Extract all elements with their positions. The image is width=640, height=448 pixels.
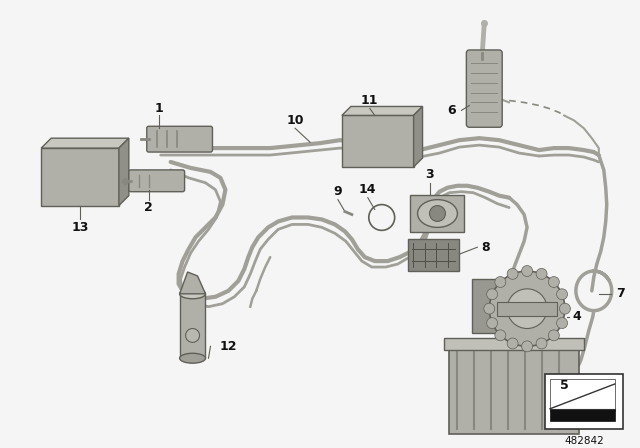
FancyBboxPatch shape xyxy=(147,126,212,152)
Circle shape xyxy=(548,276,559,288)
Polygon shape xyxy=(550,379,614,411)
Circle shape xyxy=(536,338,547,349)
Polygon shape xyxy=(413,107,422,167)
Ellipse shape xyxy=(180,289,205,299)
Text: 1: 1 xyxy=(154,102,163,115)
Circle shape xyxy=(486,318,498,328)
Text: 482842: 482842 xyxy=(564,435,604,445)
Circle shape xyxy=(429,206,445,221)
Polygon shape xyxy=(41,138,129,148)
Circle shape xyxy=(536,268,547,279)
Circle shape xyxy=(507,289,547,328)
Circle shape xyxy=(507,268,518,279)
Circle shape xyxy=(186,328,200,342)
Circle shape xyxy=(507,338,518,349)
Circle shape xyxy=(489,271,565,346)
Polygon shape xyxy=(119,138,129,206)
Text: 9: 9 xyxy=(333,185,342,198)
Circle shape xyxy=(495,276,506,288)
Text: 12: 12 xyxy=(220,340,237,353)
Bar xyxy=(545,374,623,429)
Text: 10: 10 xyxy=(286,114,304,127)
Circle shape xyxy=(548,330,559,341)
FancyBboxPatch shape xyxy=(467,50,502,127)
Circle shape xyxy=(522,266,532,276)
Text: 8: 8 xyxy=(481,241,490,254)
Text: 3: 3 xyxy=(425,168,434,181)
Polygon shape xyxy=(180,272,205,294)
Circle shape xyxy=(559,303,570,314)
Bar xyxy=(444,338,584,350)
Bar xyxy=(410,195,465,233)
Ellipse shape xyxy=(180,353,205,363)
Text: 14: 14 xyxy=(359,183,376,196)
Text: 4: 4 xyxy=(573,310,581,323)
Bar xyxy=(180,294,205,358)
Polygon shape xyxy=(550,409,614,421)
Bar xyxy=(497,302,557,315)
Polygon shape xyxy=(342,107,422,116)
Bar xyxy=(342,116,413,167)
Circle shape xyxy=(495,330,506,341)
Ellipse shape xyxy=(417,200,458,228)
Text: 13: 13 xyxy=(71,221,89,234)
Text: 11: 11 xyxy=(361,94,378,107)
Bar xyxy=(449,346,579,434)
Bar xyxy=(408,239,460,271)
Circle shape xyxy=(486,289,498,300)
Bar xyxy=(472,279,537,333)
Circle shape xyxy=(557,289,568,300)
Circle shape xyxy=(522,341,532,352)
Text: 2: 2 xyxy=(145,201,153,214)
FancyBboxPatch shape xyxy=(129,170,184,192)
Text: 5: 5 xyxy=(559,379,568,392)
Circle shape xyxy=(557,318,568,328)
Text: 6: 6 xyxy=(447,104,456,117)
Circle shape xyxy=(369,205,395,230)
Circle shape xyxy=(484,303,495,314)
Bar xyxy=(41,148,119,206)
Text: 7: 7 xyxy=(616,287,625,300)
